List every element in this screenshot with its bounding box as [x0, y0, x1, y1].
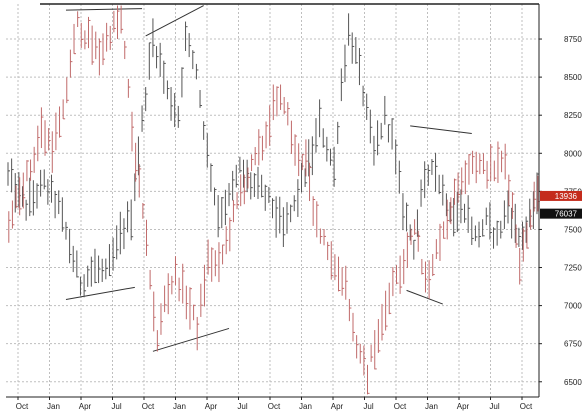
x-tick-label: Jul: [111, 402, 121, 411]
x-axis-labels: Oct Jan Apr Jul Oct Jan Apr Jul Oct Jan Apr Jul Oct J…: [16, 397, 533, 411]
y-tick-label: 70000: [564, 302, 582, 311]
x-tick-label: Jan: [47, 402, 60, 411]
x-tick-label: Apr: [79, 402, 92, 411]
x-tick-label: Jan: [425, 402, 438, 411]
trendline: [152, 327, 230, 352]
bars-layer: [7, 5, 540, 395]
trendline-layer: [65, 5, 472, 352]
series-b: [8, 5, 540, 395]
x-tick-label: Jul: [237, 402, 247, 411]
x-tick-label: Apr: [457, 402, 470, 411]
y-tick-label: 80000: [564, 149, 582, 158]
x-tick-label: Oct: [394, 402, 407, 411]
last-value-tags: 13936 76037: [540, 190, 582, 219]
y-tick-label: 85000: [564, 73, 582, 82]
value-tag-label: 13936: [555, 192, 578, 201]
value-tag-bg: [540, 208, 582, 219]
x-tick-label: Oct: [520, 402, 533, 411]
value-tag-bg: [540, 190, 582, 201]
x-tick-label: Jan: [299, 402, 312, 411]
x-tick-label: Apr: [331, 402, 344, 411]
trendline: [65, 8, 143, 11]
y-tick-label: 87500: [564, 35, 582, 44]
x-tick-label: Oct: [16, 402, 29, 411]
y-tick-label: 67500: [564, 340, 582, 349]
value-tag-label: 76037: [555, 210, 578, 219]
series-a: [7, 13, 539, 298]
x-tick-label: Apr: [205, 402, 218, 411]
axis-layer: [6, 3, 540, 398]
trendline: [145, 5, 204, 37]
y-tick-label: 72500: [564, 264, 582, 273]
x-tick-label: Jul: [363, 402, 373, 411]
trendline: [65, 286, 135, 301]
trendline: [406, 289, 443, 305]
x-tick-label: Jan: [173, 402, 186, 411]
y-tick-label: 82500: [564, 111, 582, 120]
trendline: [410, 125, 472, 134]
x-tick-label: Oct: [142, 402, 155, 411]
x-tick-label: Jul: [489, 402, 499, 411]
x-tick-label: Oct: [268, 402, 281, 411]
y-tick-label: 75000: [564, 225, 582, 234]
y-tick-label: 65000: [564, 378, 582, 387]
